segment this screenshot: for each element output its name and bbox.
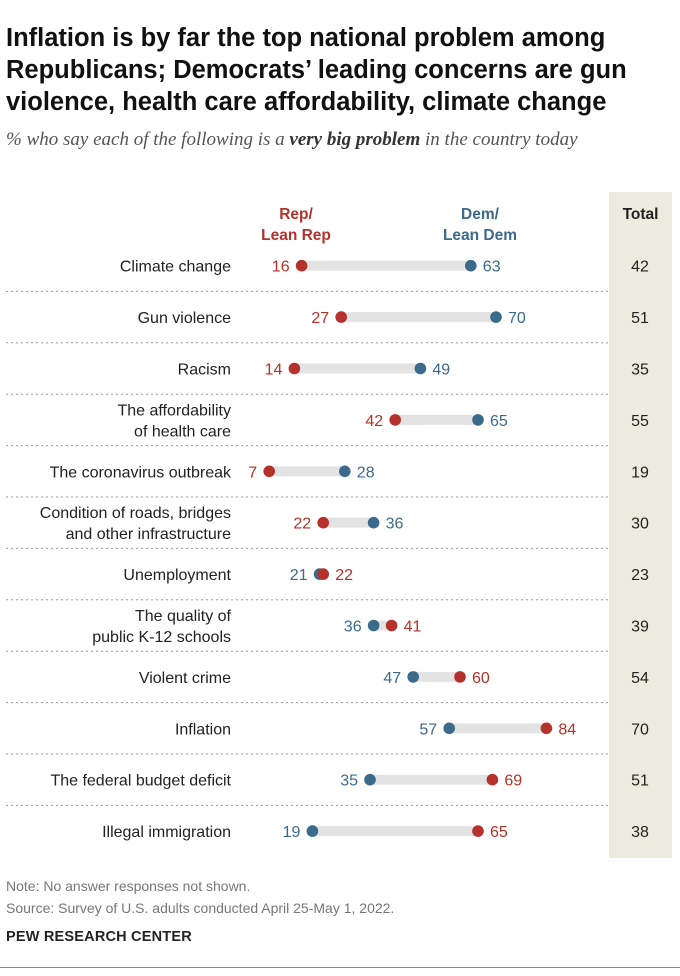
dem-value-label: 63: [483, 259, 501, 276]
dem-column-header: Dem/ Lean Dem: [442, 206, 518, 244]
subtitle-post: in the country today: [420, 129, 578, 150]
dem-value-label: 21: [290, 567, 308, 584]
rep-value-label: 16: [272, 259, 290, 276]
total-value-label: 54: [631, 670, 649, 687]
total-column-header: Total: [622, 206, 659, 223]
bottom-divider: [0, 967, 680, 968]
row-label: Climate change: [120, 259, 231, 276]
rep-value-label: 7: [248, 464, 257, 481]
total-value-label: 51: [631, 773, 649, 790]
range-bar: [301, 260, 471, 271]
rep-dot: [385, 619, 398, 632]
dem-value-label: 36: [344, 619, 362, 636]
subtitle-emphasis: very big problem: [289, 129, 421, 150]
rep-value-label: 84: [558, 721, 576, 738]
total-value-label: 39: [631, 619, 649, 636]
range-bar: [449, 723, 547, 734]
dem-value-label: 65: [490, 413, 508, 430]
row-label: Violent crime: [139, 670, 231, 687]
total-value-label: 30: [631, 516, 649, 533]
dem-dot: [465, 259, 477, 272]
dem-value-label: 35: [340, 773, 358, 790]
dem-value-label: 47: [383, 670, 401, 687]
range-bar: [413, 671, 460, 682]
chart-subtitle: % who say each of the following is a ver…: [6, 128, 646, 152]
total-value-label: 23: [631, 567, 649, 584]
range-bar: [341, 312, 496, 323]
range-bar: [312, 826, 478, 837]
dot-plot: Climate change 16 63 42 Gun violence 27 70 51 Ra…: [6, 259, 649, 841]
dem-dot: [367, 619, 380, 632]
row-label: The quality of: [135, 608, 232, 625]
rep-column-header: Rep/ Lean Rep: [261, 206, 331, 244]
rep-dot: [335, 311, 348, 323]
dem-dot: [472, 414, 484, 426]
dem-dot: [443, 722, 456, 735]
chart-title: Inflation is by far the top national pro…: [6, 24, 627, 116]
rep-value-label: 41: [404, 619, 422, 636]
total-value-label: 51: [631, 310, 649, 327]
rep-dot: [317, 568, 330, 580]
total-value-label: 70: [631, 721, 649, 738]
rep-dot: [389, 414, 402, 426]
rep-value-label: 42: [365, 413, 383, 430]
rep-dot: [472, 825, 484, 837]
rep-dot: [540, 722, 553, 735]
row-label: Unemployment: [123, 567, 231, 584]
note-text: Note: No answer responses not shown.: [6, 878, 251, 894]
row-label: The affordability: [117, 402, 231, 419]
rep-value-label: 27: [311, 310, 329, 327]
source-text: Source: Survey of U.S. adults conducted …: [6, 900, 395, 916]
subtitle-pre: % who say each of the following is a: [6, 129, 290, 150]
range-bar: [269, 466, 345, 477]
row-label: and other infrastructure: [66, 526, 232, 543]
rep-value-label: 69: [504, 773, 522, 790]
total-value-label: 19: [631, 464, 649, 481]
rep-value-label: 22: [335, 567, 353, 584]
row-label: public K-12 schools: [92, 629, 231, 646]
row-label: Illegal immigration: [102, 824, 231, 841]
rep-dot: [317, 516, 330, 529]
range-bar: [370, 774, 493, 785]
org-name: PEW RESEARCH CENTER: [6, 929, 192, 945]
dem-value-label: 70: [508, 310, 526, 327]
rep-dot: [486, 773, 499, 786]
rep-dot: [263, 465, 276, 478]
dem-value-label: 49: [432, 362, 450, 379]
rep-value-label: 60: [472, 670, 490, 687]
dem-value-label: 36: [386, 516, 404, 533]
rep-dot: [295, 259, 308, 272]
rep-value-label: 14: [265, 362, 283, 379]
rep-dot: [288, 362, 301, 375]
range-bar: [294, 363, 421, 374]
rep-dot: [454, 671, 466, 683]
rep-value-label: 65: [490, 824, 508, 841]
dem-dot: [407, 671, 420, 683]
dem-dot: [364, 773, 376, 786]
rep-value-label: 22: [293, 516, 311, 533]
dem-value-label: 57: [419, 721, 437, 738]
total-value-label: 35: [631, 362, 649, 379]
range-bar: [323, 517, 374, 528]
dem-dot: [490, 311, 502, 323]
row-label: The coronavirus outbreak: [50, 464, 232, 481]
row-label: The federal budget deficit: [50, 773, 231, 790]
row-label: of health care: [134, 423, 231, 440]
row-label: Condition of roads, bridges: [40, 505, 231, 522]
range-bar: [395, 414, 478, 425]
dem-dot: [414, 362, 427, 375]
dem-value-label: 19: [283, 824, 301, 841]
row-label: Gun violence: [138, 310, 231, 327]
row-label: Racism: [178, 362, 231, 379]
dem-value-label: 28: [357, 464, 375, 481]
total-value-label: 42: [631, 259, 649, 276]
total-column-band: [609, 192, 672, 858]
total-value-label: 38: [631, 824, 649, 841]
dem-dot: [306, 825, 319, 837]
dem-dot: [339, 465, 351, 478]
dem-dot: [367, 516, 380, 529]
row-label: Inflation: [175, 721, 231, 738]
range-bar: [373, 620, 392, 631]
total-value-label: 55: [631, 413, 649, 430]
